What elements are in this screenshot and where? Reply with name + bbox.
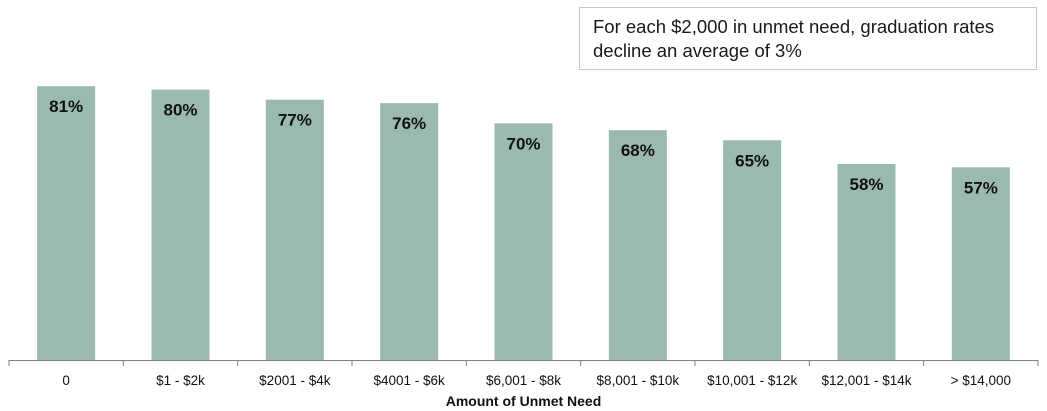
bar [951, 167, 1010, 360]
x-tick-label: $10,001 - $12k [707, 373, 797, 388]
x-axis-ticks [8, 360, 1039, 366]
bar-data-label: 68% [621, 141, 655, 160]
bar-data-label: 80% [163, 101, 197, 120]
x-tick-label: $2001 - $4k [259, 373, 331, 388]
bar-data-label: 65% [735, 151, 769, 170]
x-tick-label: $6,001 - $8k [486, 373, 561, 388]
bar [380, 103, 439, 361]
annotation-box: For each $2,000 in unmet need, graduatio… [579, 7, 1037, 70]
bars-group [37, 86, 1010, 361]
bar-data-label: 77% [278, 111, 312, 130]
bar-data-label: 57% [964, 178, 998, 197]
x-tick-labels-group: 0 $1 - $2k $2001 - $4k $4001 - $6k $6,001 - … [62, 373, 1011, 388]
x-tick-label: $8,001 - $10k [597, 373, 680, 388]
x-tick-label: > $14,000 [951, 373, 1011, 388]
bar-data-label: 81% [49, 97, 83, 116]
x-tick-label: $12,001 - $14k [821, 373, 911, 388]
x-tick-label: $1 - $2k [156, 373, 205, 388]
bar [837, 163, 896, 360]
bar [151, 89, 210, 360]
bar-data-label: 76% [392, 114, 426, 133]
bar [494, 123, 553, 361]
data-labels-group: 81% 80% 77% 76% 70% 68% 65% 58% 57% [49, 97, 998, 197]
x-axis-title: Amount of Unmet Need [446, 393, 602, 409]
x-tick-label: $4001 - $6k [374, 373, 446, 388]
bar [608, 130, 667, 360]
x-tick-label: 0 [62, 373, 70, 388]
bar [37, 86, 96, 360]
bar [723, 140, 782, 360]
bar-data-label: 58% [849, 175, 883, 194]
bar [265, 99, 324, 361]
bar-data-label: 70% [506, 134, 540, 153]
